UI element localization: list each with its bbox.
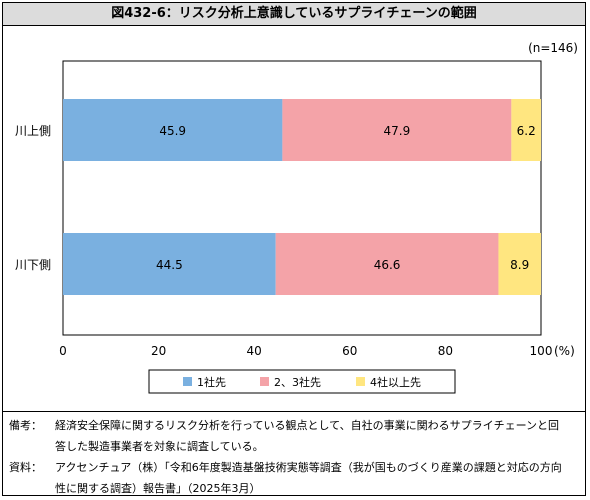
x-tick-label: 40 (247, 344, 262, 358)
remarks-line: 経済安全保障に関するリスク分析を行っている観点として、自社の事業に関わるサプライ… (55, 419, 560, 432)
legend-box (148, 369, 456, 394)
x-tick-label: 60 (342, 344, 357, 358)
bar-segment (282, 99, 512, 161)
data-label: 46.6 (374, 258, 401, 272)
category-label: 川上側 (15, 124, 51, 138)
bar-segment (63, 233, 276, 295)
legend: 1社先 2、3社先 4社以上先 (148, 369, 456, 394)
legend-label: 2、3社先 (274, 375, 321, 389)
sample-size-label: (n=146) (528, 41, 578, 55)
x-tick-label: 100 (530, 344, 553, 358)
x-tick-label: 0 (59, 344, 67, 358)
legend-swatch (356, 377, 365, 386)
legend-swatch (183, 377, 192, 386)
source-text: アクセンチュア（株）「令和6年度製造基盤技術実態等調査（我が国ものづくり産業の課… (55, 457, 581, 499)
bar-segment (63, 99, 283, 161)
figure-frame: 図432-6：リスク分析上意識しているサプライチェーンの範囲 (n=146) 4… (2, 2, 586, 496)
bar-segment (498, 233, 541, 295)
figure-title: 図432-6：リスク分析上意識しているサプライチェーンの範囲 (3, 3, 585, 26)
source-line: 性に関する調査）報告書」（2025年3月） (55, 482, 261, 495)
data-label: 44.5 (156, 258, 183, 272)
bar-segment (275, 233, 499, 295)
bar-group: 45.9 47.9 6.2 44.5 46.6 8.9 (63, 99, 541, 295)
bar-segment (511, 99, 541, 161)
legend-label: 4社以上先 (370, 375, 421, 389)
data-label: 6.2 (517, 124, 536, 138)
notes-section: 備考： 経済安全保障に関するリスク分析を行っている観点として、自社の事業に関わる… (3, 411, 585, 497)
x-tick-label: 20 (151, 344, 166, 358)
x-unit-label: (%) (554, 344, 575, 358)
legend-label: 1社先 (197, 375, 226, 389)
data-label: 8.9 (510, 258, 529, 272)
data-label: 47.9 (384, 124, 411, 138)
source-label: 資料： (9, 461, 42, 474)
remarks-line: 答した製造事業者を対象に調査している。 (55, 440, 264, 453)
category-label: 川下側 (15, 258, 51, 272)
plot-area (62, 60, 542, 336)
legend-swatch (260, 377, 269, 386)
x-axis-ticks: 0 20 40 60 80 100 (%) (59, 344, 575, 358)
data-label: 45.9 (159, 124, 186, 138)
source-line: アクセンチュア（株）「令和6年度製造基盤技術実態等調査（我が国ものづくり産業の課… (55, 461, 562, 474)
remarks-label: 備考： (9, 419, 42, 432)
x-tick-label: 80 (438, 344, 453, 358)
remarks-text: 経済安全保障に関するリスク分析を行っている観点として、自社の事業に関わるサプライ… (55, 415, 581, 457)
